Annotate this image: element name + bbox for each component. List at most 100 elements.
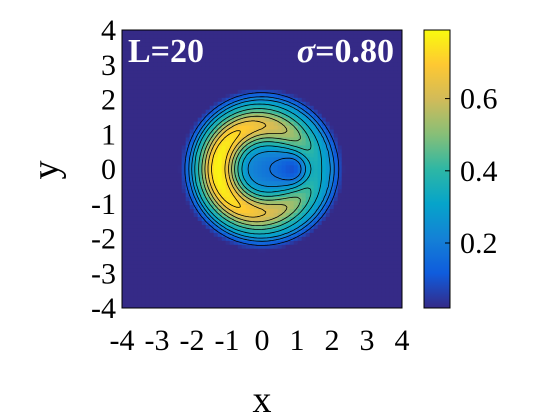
heatmap-cell — [233, 303, 239, 308]
heatmap-cell — [213, 117, 219, 122]
heatmap-cell — [373, 295, 379, 301]
heatmap-cell — [229, 295, 235, 301]
heatmap-cell — [217, 148, 223, 154]
heatmap-cell — [309, 244, 315, 249]
heatmap-cell — [213, 152, 219, 158]
heatmap-cell — [173, 65, 179, 71]
heatmap-cell — [305, 73, 311, 78]
heatmap-cell — [217, 252, 223, 257]
heatmap-cell — [381, 212, 387, 217]
heatmap-cell — [169, 204, 175, 210]
heatmap-cell — [297, 33, 303, 39]
heatmap-cell — [285, 192, 291, 198]
heatmap-cell — [357, 136, 363, 142]
heatmap-cell — [345, 283, 351, 289]
heatmap-cell — [393, 156, 399, 162]
heatmap-cell — [309, 216, 315, 221]
heatmap-cell — [177, 208, 183, 213]
heatmap-cell — [333, 113, 339, 118]
heatmap-cell — [365, 53, 371, 59]
heatmap-cell — [153, 260, 159, 265]
heatmap-cell — [325, 279, 331, 285]
heatmap-cell — [193, 53, 199, 59]
heatmap-cell — [337, 275, 343, 281]
heatmap-cell — [169, 200, 175, 206]
heatmap-cell — [249, 275, 255, 281]
heatmap-cell — [369, 117, 375, 122]
heatmap-cell — [233, 125, 239, 130]
heatmap-cell — [129, 176, 135, 182]
heatmap-cell — [153, 49, 159, 55]
heatmap-cell — [281, 264, 287, 269]
heatmap-cell — [305, 65, 311, 71]
heatmap-cell — [317, 30, 323, 35]
heatmap-cell — [201, 109, 207, 114]
heatmap-cell — [349, 128, 355, 134]
heatmap-cell — [249, 33, 255, 39]
heatmap-cell — [122, 81, 127, 86]
heatmap-cell — [329, 299, 335, 305]
heatmap-cell — [313, 212, 319, 217]
heatmap-cell — [393, 208, 399, 213]
heatmap-cell — [261, 117, 267, 122]
heatmap-cell — [269, 204, 275, 210]
heatmap-cell — [305, 256, 311, 261]
heatmap-cell — [122, 291, 127, 297]
heatmap-cell — [177, 279, 183, 285]
heatmap-cell — [253, 256, 259, 261]
heatmap-cell — [269, 125, 275, 130]
heatmap-cell — [233, 148, 239, 154]
heatmap-cell — [157, 295, 163, 301]
heatmap-cell — [313, 117, 319, 122]
heatmap-cell — [285, 81, 291, 86]
heatmap-cell — [197, 279, 203, 285]
heatmap-cell — [249, 180, 255, 186]
heatmap-cell — [317, 128, 323, 134]
heatmap-cell — [125, 192, 131, 198]
heatmap-cell — [397, 121, 402, 126]
heatmap-cell — [365, 49, 371, 55]
heatmap-cell — [245, 65, 251, 71]
heatmap-cell — [261, 168, 267, 174]
heatmap-cell — [309, 81, 315, 86]
heatmap-cell — [245, 248, 251, 253]
heatmap-cell — [165, 264, 171, 269]
heatmap-cell — [181, 128, 187, 134]
heatmap-cell — [217, 164, 223, 170]
heatmap-cell — [177, 125, 183, 130]
heatmap-cell — [381, 69, 387, 74]
heatmap-cell — [225, 57, 231, 63]
heatmap-cell — [273, 176, 279, 182]
heatmap-cell — [317, 105, 323, 110]
heatmap-cell — [301, 37, 307, 43]
heatmap-cell — [341, 93, 347, 98]
heatmap-cell — [353, 69, 359, 74]
heatmap-cell — [305, 200, 311, 206]
heatmap-cell — [357, 73, 363, 78]
heatmap-cell — [353, 271, 359, 277]
heatmap-cell — [225, 232, 231, 237]
heatmap-cell — [389, 224, 395, 229]
heatmap-cell — [273, 236, 279, 241]
heatmap-cell — [205, 196, 211, 202]
heatmap-cell — [357, 295, 363, 301]
heatmap-cell — [217, 232, 223, 237]
heatmap-cell — [122, 295, 127, 301]
heatmap-cell — [281, 192, 287, 198]
heatmap-cell — [157, 30, 163, 35]
heatmap-cell — [341, 275, 347, 281]
heatmap-cell — [337, 204, 343, 210]
heatmap-cell — [257, 89, 263, 94]
heatmap-cell — [345, 136, 351, 142]
heatmap-cell — [357, 299, 363, 305]
heatmap-cell — [221, 93, 227, 98]
heatmap-cell — [361, 244, 367, 249]
heatmap-cell — [165, 232, 171, 237]
heatmap-cell — [122, 188, 127, 194]
heatmap-cell — [213, 160, 219, 166]
heatmap-cell — [373, 240, 379, 245]
heatmap-cell — [273, 49, 279, 55]
heatmap-cell — [345, 252, 351, 257]
heatmap-cell — [213, 188, 219, 194]
heatmap-cell — [181, 49, 187, 55]
